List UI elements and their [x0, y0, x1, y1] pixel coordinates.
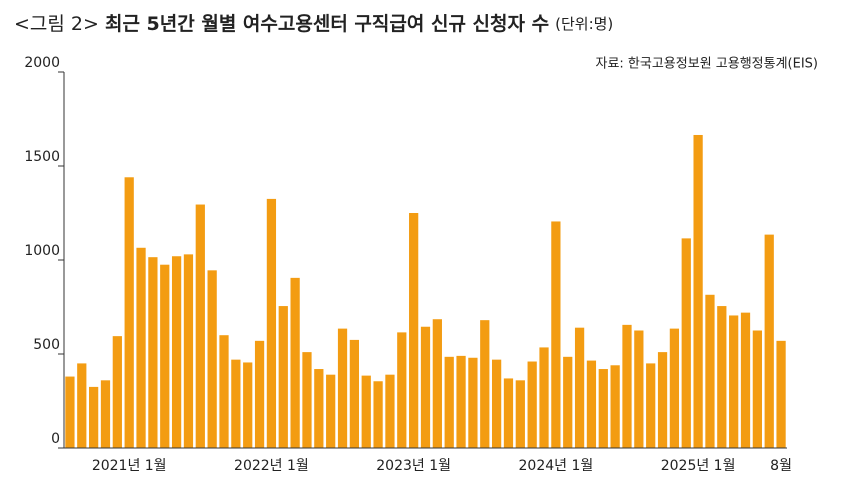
bar — [361, 375, 371, 448]
bar — [326, 374, 336, 448]
bar — [598, 369, 608, 448]
bar — [124, 177, 134, 448]
y-tick-label: 0 — [51, 431, 60, 447]
bar — [254, 340, 265, 448]
y-tick-label: 1000 — [24, 243, 60, 259]
x-tick-label: 8월 — [770, 458, 792, 474]
bar — [574, 327, 585, 448]
bar — [563, 356, 573, 448]
x-tick-label: 2022년 1월 — [234, 458, 309, 474]
bar — [634, 330, 644, 448]
bar — [207, 270, 217, 448]
bar — [278, 306, 288, 448]
bar — [397, 332, 407, 448]
bar — [764, 234, 774, 448]
bar — [409, 213, 419, 448]
bar — [112, 336, 122, 448]
bar — [77, 363, 87, 448]
bar — [646, 363, 656, 448]
bar — [444, 356, 454, 448]
bar — [681, 238, 691, 448]
bar — [729, 315, 739, 448]
x-tick-label: 2024년 1월 — [519, 458, 594, 474]
bar — [219, 335, 229, 448]
bar — [752, 330, 762, 448]
bar — [290, 277, 300, 448]
unit-label: (단위:명) — [555, 15, 613, 33]
bar — [432, 319, 442, 448]
bar — [622, 324, 632, 448]
bar — [527, 361, 537, 448]
bar — [302, 352, 312, 448]
x-tick-label: 2023년 1월 — [376, 458, 451, 474]
bar — [160, 264, 170, 448]
chart-title-group: <그림 2> 최근 5년간 월별 여수고용센터 구직급여 신규 신청자 수 (단… — [14, 13, 613, 35]
bar — [539, 347, 549, 448]
source-note: 자료: 한국고용정보원 고용행정통계(EIS) — [596, 56, 819, 72]
bar — [669, 328, 680, 448]
bar — [420, 326, 431, 448]
bar — [183, 254, 194, 448]
y-tick-label: 2000 — [24, 55, 60, 71]
bar — [314, 369, 324, 448]
bar — [705, 294, 715, 448]
bar — [337, 328, 348, 448]
bar — [266, 198, 277, 448]
bar — [776, 340, 786, 448]
bar — [373, 381, 383, 448]
bar — [468, 357, 478, 448]
y-tick-label: 500 — [33, 337, 60, 353]
bar — [480, 320, 490, 448]
bar — [243, 362, 253, 448]
chart-title: 최근 5년간 월별 여수고용센터 구직급여 신규 신청자 수 — [105, 13, 549, 35]
bar — [136, 247, 146, 448]
bar — [515, 380, 525, 448]
bar — [740, 312, 751, 448]
bar — [148, 257, 158, 448]
y-tick-label: 1500 — [24, 149, 60, 165]
bar — [586, 360, 597, 448]
bar — [503, 378, 514, 448]
bar — [65, 376, 75, 448]
bar — [610, 365, 620, 448]
bar — [89, 386, 99, 448]
bar — [717, 306, 727, 448]
bar — [195, 204, 205, 448]
bar — [456, 355, 466, 448]
bar — [551, 221, 561, 448]
bar — [385, 374, 395, 448]
bar — [171, 256, 182, 448]
x-tick-label: 2021년 1월 — [92, 458, 167, 474]
bar — [693, 134, 703, 449]
bar — [657, 352, 668, 448]
x-tick-label: 2025년 1월 — [661, 458, 736, 474]
figure-label: <그림 2> — [14, 13, 99, 35]
bar — [491, 359, 502, 448]
bar — [349, 339, 360, 448]
bar — [100, 380, 111, 448]
bar — [231, 359, 241, 448]
